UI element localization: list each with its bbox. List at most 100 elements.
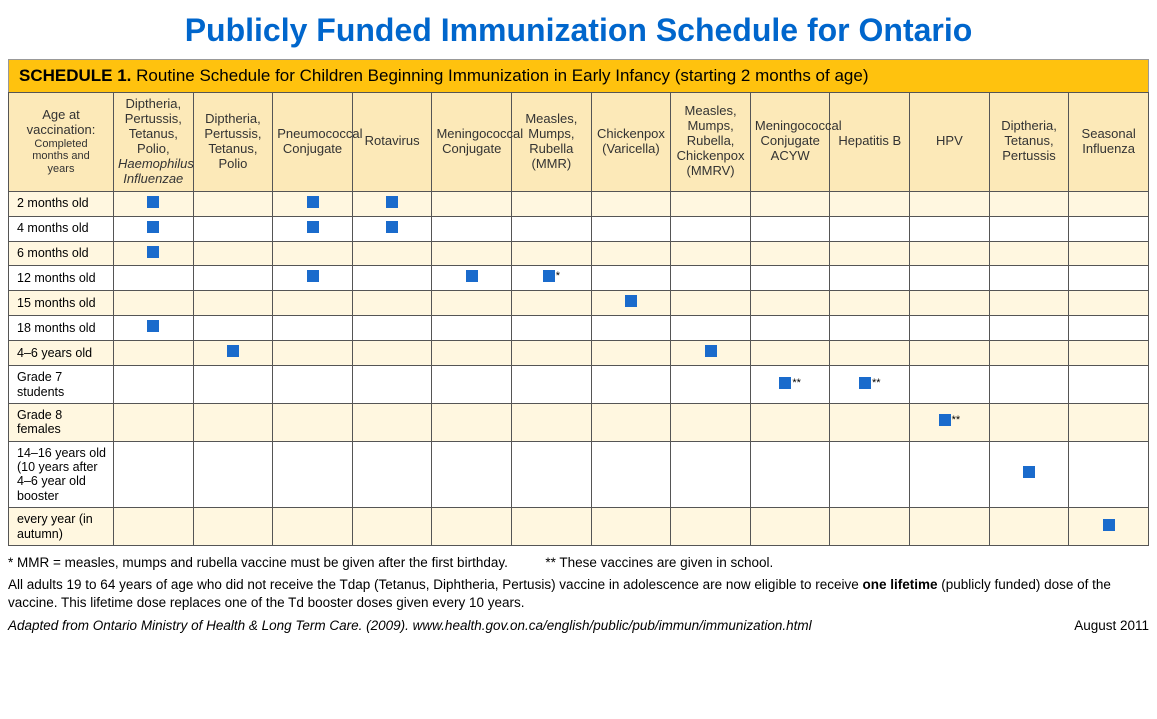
cell-hpv [910, 508, 990, 546]
footnotes: * MMR = measles, mumps and rubella vacci… [8, 554, 1149, 635]
cell-pneu [273, 241, 353, 266]
dose-marker-icon [625, 295, 637, 307]
cell-var [591, 441, 671, 508]
dose-marker-icon [147, 320, 159, 332]
cell-mmrv [671, 508, 751, 546]
cell-tdap [989, 316, 1069, 341]
cell-flu [1069, 316, 1149, 341]
publication-date: August 2011 [1074, 617, 1149, 635]
footnote-school: ** These vaccines are given in school. [545, 555, 773, 570]
cell-mmr [512, 216, 592, 241]
cell-flu [1069, 508, 1149, 546]
cell-pneu [273, 366, 353, 404]
cell-pneu [273, 216, 353, 241]
cell-pneu [273, 441, 353, 508]
cell-tdap [989, 191, 1069, 216]
col-header-var: Chickenpox (Varicella) [591, 93, 671, 192]
cell-hpv [910, 441, 990, 508]
cell-rota [352, 316, 432, 341]
banner-rest: Routine Schedule for Children Beginning … [131, 66, 868, 85]
cell-var [591, 403, 671, 441]
cell-dtap [193, 266, 273, 291]
cell-pneu [273, 341, 353, 366]
cell-hepb: ** [830, 366, 910, 404]
cell-pneu [273, 508, 353, 546]
cell-dtap [193, 403, 273, 441]
cell-menacyw [750, 266, 830, 291]
cell-rota [352, 508, 432, 546]
col-header-mmr: Measles, Mumps, Rubella (MMR) [512, 93, 592, 192]
row-age-label: Grade 7 students [9, 366, 114, 404]
cell-hpv [910, 266, 990, 291]
cell-hepb [830, 266, 910, 291]
dose-marker-icon [307, 221, 319, 233]
row-age-label: Grade 8 females [9, 403, 114, 441]
cell-flu [1069, 366, 1149, 404]
cell-mmr [512, 441, 592, 508]
source-line: Adapted from Ontario Ministry of Health … [8, 617, 1149, 635]
cell-var [591, 241, 671, 266]
cell-hpv [910, 216, 990, 241]
table-body: 2 months old4 months old6 months old12 m… [9, 191, 1149, 545]
table-row: 12 months old* [9, 266, 1149, 291]
cell-menc [432, 241, 512, 266]
cell-menc [432, 366, 512, 404]
cell-mmr [512, 403, 592, 441]
col-header-menacyw: Meningococcal Conjugate ACYW [750, 93, 830, 192]
cell-menacyw [750, 508, 830, 546]
cell-pneu [273, 291, 353, 316]
dose-note: ** [792, 377, 801, 389]
cell-rota [352, 191, 432, 216]
cell-dtap_hib [114, 403, 194, 441]
cell-dtap_hib [114, 341, 194, 366]
cell-var [591, 191, 671, 216]
cell-dtap [193, 366, 273, 404]
cell-mmrv [671, 241, 751, 266]
row-age-label: 15 months old [9, 291, 114, 316]
cell-hepb [830, 241, 910, 266]
cell-menc [432, 266, 512, 291]
cell-hepb [830, 441, 910, 508]
cell-hpv [910, 241, 990, 266]
footnote-mmr: * MMR = measles, mumps and rubella vacci… [8, 555, 508, 570]
cell-tdap [989, 403, 1069, 441]
dose-marker-icon [147, 246, 159, 258]
cell-mmr [512, 241, 592, 266]
row-age-label: 4 months old [9, 216, 114, 241]
immunization-table: Age at vaccination: Completed months and… [8, 92, 1149, 546]
cell-menc [432, 216, 512, 241]
cell-dtap [193, 241, 273, 266]
cell-mmr: * [512, 266, 592, 291]
table-row: 4–6 years old [9, 341, 1149, 366]
cell-mmr [512, 508, 592, 546]
cell-rota [352, 403, 432, 441]
dose-marker-icon [466, 270, 478, 282]
dose-marker-icon [147, 221, 159, 233]
cell-dtap_hib [114, 216, 194, 241]
cell-dtap [193, 191, 273, 216]
cell-menc [432, 341, 512, 366]
cell-pneu [273, 403, 353, 441]
cell-mmr [512, 191, 592, 216]
cell-flu [1069, 403, 1149, 441]
table-row: 14–16 years old (10 years after 4–6 year… [9, 441, 1149, 508]
cell-dtap [193, 508, 273, 546]
col-header-pneu: Pneumococcal Conjugate [273, 93, 353, 192]
cell-var [591, 266, 671, 291]
banner-bold: SCHEDULE 1. [19, 66, 131, 85]
cell-mmrv [671, 341, 751, 366]
cell-mmr [512, 341, 592, 366]
cell-flu [1069, 341, 1149, 366]
cell-flu [1069, 266, 1149, 291]
dose-marker-icon [307, 196, 319, 208]
dose-marker-icon [386, 196, 398, 208]
cell-mmr [512, 291, 592, 316]
cell-tdap [989, 366, 1069, 404]
col-header-dtap: Diptheria, Pertussis, Tetanus, Polio [193, 93, 273, 192]
cell-var [591, 216, 671, 241]
table-row: 15 months old [9, 291, 1149, 316]
table-header-row: Age at vaccination: Completed months and… [9, 93, 1149, 192]
cell-flu [1069, 241, 1149, 266]
cell-pneu [273, 191, 353, 216]
cell-rota [352, 366, 432, 404]
